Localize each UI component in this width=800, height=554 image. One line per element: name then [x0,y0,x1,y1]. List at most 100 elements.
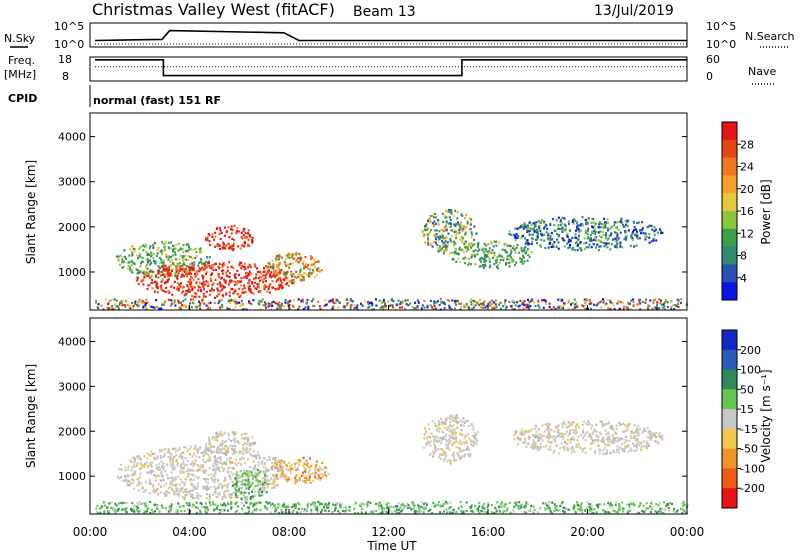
echo-cell [429,243,432,247]
echo-cell [423,505,426,508]
echo-cell [282,270,285,273]
echo-cell [135,505,138,508]
echo-cell [275,463,278,466]
echo-cell [275,460,278,463]
echo-cell [150,465,153,468]
echo-cell [158,256,161,260]
echo-cell [207,454,210,457]
echo-cell [464,231,467,234]
echo-cell [265,306,267,309]
echo-cell [526,243,529,246]
echo-cell [222,285,225,288]
echo-cell [470,218,473,221]
echo-cell [112,509,115,512]
echo-cell [281,511,284,514]
echo-cell [315,472,318,475]
echo-cell [577,228,580,231]
nsearch-label: N.Search [745,30,795,43]
echo-cell [587,235,590,238]
echo-cell [286,282,289,285]
echo-cell [223,509,226,512]
echo-cell [186,250,189,253]
echo-cell [458,246,461,249]
echo-cell [221,305,224,308]
echo-cell [247,470,250,473]
echo-cell [133,249,136,253]
echo-cell [126,303,129,306]
echo-cell [324,509,327,513]
echo-cell [176,274,179,277]
echo-cell [338,511,341,515]
echo-cell [434,229,437,232]
echo-cell [133,456,136,459]
echo-cell [174,253,177,256]
echo-cell [663,501,665,504]
echo-cell [446,460,449,463]
echo-cell [274,510,277,513]
echo-cell [263,505,266,508]
echo-cell [564,229,567,232]
echo-cell [183,270,186,273]
echo-cell [174,274,177,277]
echo-cell [566,448,569,451]
echo-cell [650,240,653,243]
echo-cell [136,305,139,308]
echo-cell [204,507,207,510]
echo-cell [255,509,258,512]
echo-cell [277,275,280,278]
echo-cell [369,501,372,504]
echo-cell [324,471,327,474]
echo-cell [274,456,277,459]
echo-cell [486,250,489,253]
echo-cell [131,261,134,264]
echo-cell [481,506,484,509]
echo-cell [587,307,590,310]
echo-cell [107,510,110,513]
echo-cell [196,451,199,454]
echo-cell [478,505,481,508]
echo-cell [334,507,337,510]
echo-cell [438,230,441,233]
echo-cell [433,300,436,303]
echo-cell [428,454,431,457]
echo-cell [467,263,470,266]
echo-cell [171,483,174,486]
echo-cell [542,502,545,505]
echo-cell [656,231,659,234]
echo-cell [214,438,217,441]
echo-cell [199,495,202,498]
echo-cell [227,226,230,229]
echo-cell [180,275,183,278]
echo-cell [666,305,669,309]
echo-cell [107,302,110,305]
echo-cell [514,236,517,239]
echo-cell [464,248,467,251]
echo-cell [418,507,420,510]
echo-cell [306,506,309,509]
echo-cell [144,502,147,505]
echo-cell [232,484,235,487]
echo-cell [296,511,299,514]
echo-cell [165,490,168,493]
echo-cell [141,486,144,489]
echo-cell [266,478,269,481]
echo-cell [190,463,193,466]
echo-cell [638,237,641,240]
echo-cell [222,241,225,244]
echo-cell [665,504,668,507]
echo-cell [474,263,477,266]
echo-cell [139,262,142,265]
echo-cell [190,473,193,476]
echo-cell [562,510,565,513]
echo-cell [450,308,453,311]
echo-cell [209,301,212,304]
echo-cell [204,452,207,455]
echo-cell [580,247,583,250]
echo-cell [277,506,280,509]
echo-cell [598,234,601,237]
echo-cell [594,236,597,239]
echo-cell [233,433,236,436]
echo-cell [599,503,602,506]
echo-cell [173,492,176,495]
echo-cell [451,229,454,232]
